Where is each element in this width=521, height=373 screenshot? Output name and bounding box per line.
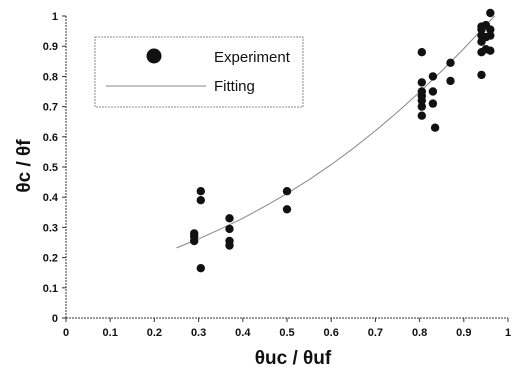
y-tick-label: 0.2 xyxy=(43,253,58,265)
x-tick-label: 1 xyxy=(505,327,511,339)
x-tick-label: 0.8 xyxy=(412,327,427,339)
experiment-point xyxy=(190,236,199,246)
experiment-point xyxy=(196,187,205,196)
y-tick-label: 0.1 xyxy=(43,283,58,295)
x-tick-label: 0.6 xyxy=(324,327,339,339)
legend: Experiment Fitting xyxy=(94,36,304,108)
y-tick-label: 0.7 xyxy=(43,102,58,114)
experiment-point xyxy=(417,78,426,87)
legend-experiment-label: Experiment xyxy=(214,49,291,66)
x-tick-label: 0.2 xyxy=(147,327,162,339)
y-tick-label: 0 xyxy=(52,313,58,325)
experiment-point xyxy=(477,70,486,80)
experiment-point xyxy=(486,46,495,55)
x-tick-label: 0.3 xyxy=(191,327,206,339)
x-tick-label: 0.7 xyxy=(368,327,383,339)
experiment-point xyxy=(417,111,426,120)
experiment-point xyxy=(428,99,438,108)
experiment-points-layer xyxy=(190,8,495,273)
x-tick-label: 0.4 xyxy=(235,327,251,339)
y-tick-label: 0.9 xyxy=(43,41,58,53)
experiment-point xyxy=(225,214,234,223)
experiment-point xyxy=(446,58,455,67)
x-axis-title: θuc / θuf xyxy=(255,348,332,369)
experiment-point xyxy=(282,187,292,196)
y-tick-label: 0.3 xyxy=(43,222,58,234)
y-tick-label: 1 xyxy=(52,11,58,23)
experiment-point xyxy=(486,31,495,40)
x-tick-label: 0.5 xyxy=(279,327,294,339)
legend-fitting-label: Fitting xyxy=(214,78,255,95)
experiment-point xyxy=(225,224,234,234)
experiment-point xyxy=(486,25,495,34)
experiment-point xyxy=(446,76,455,86)
experiment-point xyxy=(417,102,426,111)
x-tick-label: 0 xyxy=(63,327,69,339)
y-tick-label: 0.4 xyxy=(43,192,59,204)
y-tick-label: 0.6 xyxy=(43,132,58,144)
x-tick-label: 0.1 xyxy=(103,327,118,339)
legend-box xyxy=(94,36,304,108)
y-tick-label: 0.5 xyxy=(43,162,58,174)
experiment-point xyxy=(282,205,292,214)
experiment-point xyxy=(417,96,426,105)
legend-experiment-marker xyxy=(146,48,162,64)
experiment-point xyxy=(196,196,205,205)
experiment-point xyxy=(486,8,495,18)
y-tick-label: 0.8 xyxy=(43,71,58,83)
experiment-point xyxy=(430,123,440,132)
axis-ticks: 0 0.1 0.2 0.3 0.4 0.5 0.6 0.7 0.8 0.9 1 0 0.1 0.2 0.3 0… xyxy=(43,11,511,339)
y-axis-title: θc / θf xyxy=(14,139,35,193)
experiment-point xyxy=(428,87,438,96)
experiment-point xyxy=(196,264,205,273)
experiment-point xyxy=(225,241,234,250)
experiment-point xyxy=(417,48,426,57)
experiment-point xyxy=(428,72,438,81)
x-tick-label: 0.9 xyxy=(456,327,471,339)
